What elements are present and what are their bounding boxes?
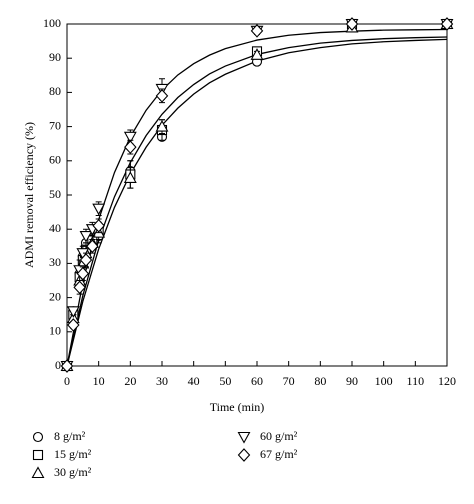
marker	[345, 17, 359, 31]
y-tick-label: 100	[43, 16, 61, 30]
legend-label: 67 g/m²	[260, 447, 298, 461]
marker	[124, 140, 137, 154]
marker	[92, 203, 106, 216]
x-tick-label: 30	[156, 374, 168, 388]
marker	[155, 119, 169, 132]
y-tick-label: 20	[49, 289, 61, 303]
marker	[79, 253, 93, 267]
x-tick-label: 40	[188, 374, 200, 388]
fit-curve	[66, 38, 448, 367]
y-tick-label: 70	[49, 118, 61, 132]
x-axis-label: Time (min)	[210, 400, 265, 414]
marker	[73, 280, 86, 295]
x-tick-label: 120	[438, 374, 456, 388]
fit-curve	[66, 36, 448, 367]
marker	[250, 48, 264, 60]
marker	[60, 359, 74, 373]
legend-label: 15 g/m²	[54, 447, 92, 461]
y-tick-label: 10	[49, 324, 61, 338]
y-tick-label: 40	[49, 221, 61, 235]
legend-label: 30 g/m²	[54, 465, 92, 479]
y-tick-label: 30	[49, 255, 61, 269]
legend-label: 8 g/m²	[54, 429, 86, 443]
marker	[92, 218, 105, 233]
y-tick-label: 0	[55, 358, 61, 372]
marker	[123, 171, 137, 183]
x-tick-label: 90	[346, 374, 358, 388]
legend-marker	[31, 466, 45, 479]
y-axis-label: ADMI removal efficiency (%)	[22, 122, 36, 268]
marker	[86, 239, 99, 254]
y-tick-label: 90	[49, 50, 61, 64]
marker	[440, 17, 454, 31]
marker	[79, 230, 93, 243]
marker	[67, 318, 80, 332]
x-tick-label: 80	[314, 374, 326, 388]
marker	[76, 266, 90, 281]
y-tick-label: 60	[49, 153, 61, 167]
fit-curve	[66, 28, 448, 367]
y-tick-label: 80	[49, 84, 61, 98]
x-tick-label: 60	[251, 374, 263, 388]
marker	[155, 89, 169, 103]
marker	[123, 131, 137, 144]
legend-marker	[32, 431, 44, 443]
legend-marker	[237, 431, 251, 444]
legend-marker	[237, 448, 251, 462]
y-tick-label: 50	[49, 187, 61, 201]
x-tick-label: 0	[64, 374, 70, 388]
x-tick-label: 50	[219, 374, 231, 388]
x-tick-label: 10	[93, 374, 105, 388]
x-tick-label: 20	[124, 374, 136, 388]
legend-label: 60 g/m²	[260, 429, 298, 443]
plot-frame	[66, 23, 448, 367]
x-tick-label: 70	[283, 374, 295, 388]
x-tick-label: 100	[375, 374, 393, 388]
marker	[66, 306, 80, 318]
x-tick-label: 110	[407, 374, 425, 388]
marker	[250, 24, 264, 38]
legend-marker	[32, 449, 44, 461]
